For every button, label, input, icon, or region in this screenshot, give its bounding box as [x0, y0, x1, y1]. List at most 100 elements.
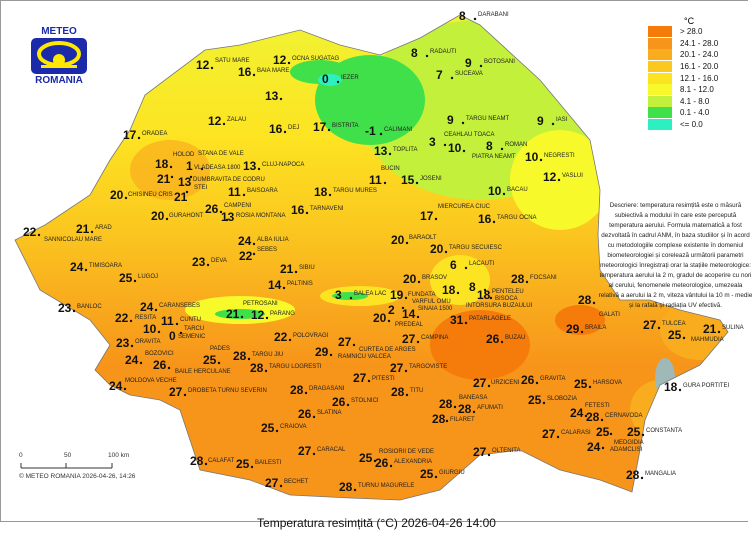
station: 14 PALTINIS: [268, 278, 313, 292]
station: 16 BAIA MARE: [238, 65, 289, 79]
station-dot: [464, 321, 468, 325]
station-value: 9: [465, 56, 472, 70]
station-name: CUNTU: [180, 317, 201, 323]
station-name: PREDEAL: [395, 322, 424, 328]
station-dot: [500, 340, 504, 344]
station-name: CERNAVODA: [605, 413, 643, 419]
station-name: OLTENITA: [492, 448, 520, 454]
station-value: 12: [251, 308, 265, 322]
station-dot: [349, 296, 353, 300]
station: 24 TIMISOARA: [70, 260, 122, 274]
legend-swatch: [648, 72, 672, 84]
station-value: 20: [403, 272, 417, 286]
station-value: 25: [420, 467, 434, 481]
station-dot: [72, 309, 76, 313]
station-dot: [288, 338, 292, 342]
station-dot: [502, 192, 506, 196]
station-value: 27: [473, 445, 487, 459]
station-dot: [483, 288, 487, 292]
station-dot: [305, 211, 309, 215]
station-dot: [473, 17, 477, 21]
legend-item: <= 0.0: [648, 119, 718, 131]
station-dot: [539, 158, 543, 162]
station-name: PARANG: [270, 311, 295, 317]
station-dot: [247, 357, 251, 361]
station-name: MEDGIDIA: [614, 440, 644, 446]
legend-swatch: [648, 119, 672, 131]
station-dot: [404, 369, 408, 373]
station-value: 12: [543, 170, 557, 184]
station: 27 PITESTI: [353, 371, 395, 385]
station-name: TARGU SECUIESC: [449, 245, 503, 251]
station-name: SINAIA 1500: [418, 306, 453, 312]
station-value: 28: [626, 468, 640, 482]
station: 13 ROSIA MONTANA: [221, 210, 286, 224]
station: 28 DRAGASANI: [290, 383, 345, 397]
station-name: VARFUL OMU: [412, 299, 451, 305]
station-value: 27: [338, 335, 352, 349]
description-text: Descriere: temperatura resimțită este o …: [598, 202, 753, 309]
station: 22 SANNICOLAU MARE: [23, 225, 102, 243]
station-value: 22: [23, 225, 37, 239]
station: 3 BALEA LAC: [335, 288, 387, 302]
station-name: ADAMCLISI: [610, 447, 643, 453]
station-dot: [551, 122, 555, 126]
station-dot: [252, 252, 256, 256]
station-value: 13: [243, 159, 257, 173]
station-dot: [383, 181, 387, 185]
station-dot: [443, 143, 447, 147]
station-name: BECHET: [284, 479, 309, 485]
station-value: 8: [459, 9, 466, 23]
station: 3 CEAHLAU TOACA: [429, 132, 494, 149]
station-value: 29: [566, 322, 580, 336]
station: 26 SLATINA: [298, 407, 342, 421]
station-name: LACAUTI: [469, 261, 495, 267]
legend-item: 0.1 - 4.0: [648, 107, 718, 119]
station-value: 28: [586, 410, 600, 424]
station: 25 SLOBOZIA: [528, 393, 577, 407]
station-dot: [535, 381, 539, 385]
station-dot: [416, 315, 420, 319]
station: 25 LUGOJ: [119, 271, 158, 285]
station-name: TARGOVISTE: [409, 364, 447, 370]
station: 18 TARGU MURES: [314, 185, 377, 199]
station: 28 FILARET: [432, 412, 475, 426]
station-value: 18: [314, 185, 328, 199]
station: 29 RAMNICU VALCEA: [315, 345, 391, 360]
station-dot: [657, 326, 661, 330]
station-dot: [379, 132, 383, 136]
station-value: 10: [143, 322, 157, 336]
station-dot: [425, 54, 429, 58]
legend-swatch: [648, 61, 672, 73]
station-value: 26: [521, 373, 535, 387]
station: 25 GIURGIU: [420, 467, 465, 481]
scale-bar: [20, 463, 113, 469]
station-value: 24: [587, 440, 601, 454]
station-value: 24: [70, 260, 84, 274]
station-name: CAMPINA: [421, 335, 448, 341]
station-dot: [387, 319, 391, 323]
station-value: 20: [391, 233, 405, 247]
legend-label: 12.1 - 16.0: [680, 73, 719, 83]
station-dot: [472, 410, 476, 414]
station-value: 27: [643, 318, 657, 332]
station-dot: [641, 433, 645, 437]
station-value: 11: [369, 173, 382, 187]
station-dot: [462, 149, 466, 153]
legend-label: 4.1 - 8.0: [680, 96, 710, 106]
station: 25 CRAIOVA: [261, 421, 307, 435]
station-value: 25: [261, 421, 275, 435]
station-name: RADAUTI: [430, 49, 457, 55]
station: 23 DEVA: [192, 255, 227, 269]
station-name: FOCSANI: [530, 275, 557, 281]
station-dot: [222, 122, 226, 126]
station-dot: [389, 464, 393, 468]
station-value: 24: [570, 406, 584, 420]
station: 7 SUCEAVA: [436, 68, 483, 82]
station-value: 25: [359, 451, 373, 465]
station-dot: [123, 387, 127, 391]
station-name: TITU: [410, 388, 423, 394]
legend-unit: °C: [684, 16, 695, 26]
station-dot: [609, 432, 613, 436]
